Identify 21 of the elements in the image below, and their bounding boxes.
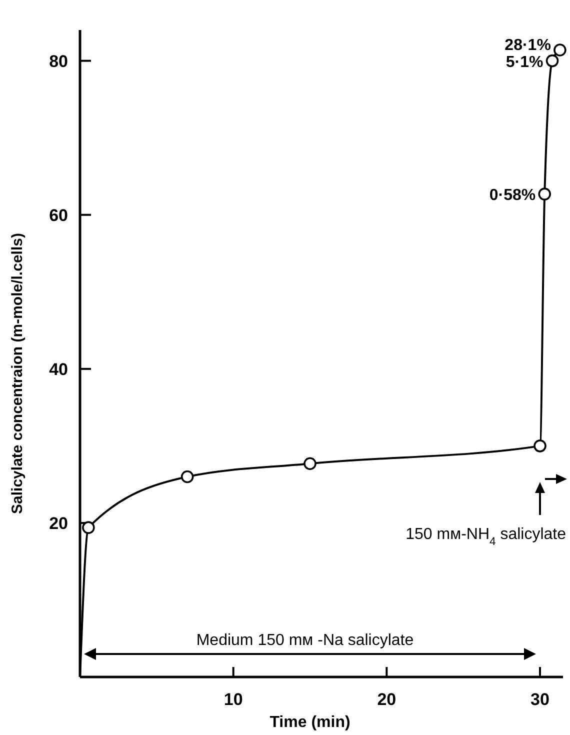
point <box>82 521 95 534</box>
point <box>180 470 194 484</box>
point <box>538 188 551 200</box>
point <box>304 457 316 470</box>
x-tick-label: 10 <box>224 690 243 709</box>
y-tick-label: 60 <box>49 206 68 225</box>
y-tick-label: 20 <box>49 514 68 533</box>
data-label: 5·1% <box>506 54 544 71</box>
data-label: 28·1% <box>504 36 551 54</box>
x-axis-title: Time (min) <box>270 714 350 731</box>
point <box>546 54 559 68</box>
annotation: Medium 150 mᴍ -Na salicylate <box>196 632 414 649</box>
data-label: 0·58% <box>489 187 536 204</box>
y-axis-title: Salicylate concentraion (m-mole/l.cells) <box>9 233 26 514</box>
point <box>534 440 546 452</box>
annotation: 150 mᴍ-NH$_{4}$ salicylate <box>406 526 566 548</box>
point <box>554 44 566 56</box>
x-tick-label: 30 <box>530 690 550 709</box>
x-tick-label: 20 <box>377 690 396 709</box>
y-tick-label: 80 <box>49 52 68 71</box>
y-tick-label: 40 <box>49 360 68 379</box>
